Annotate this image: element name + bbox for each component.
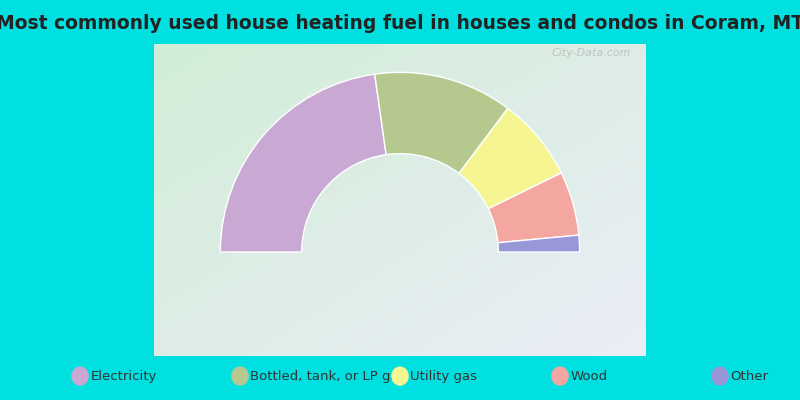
Wedge shape <box>488 173 579 243</box>
Text: City-Data.com: City-Data.com <box>551 48 630 58</box>
Wedge shape <box>374 72 508 173</box>
Text: Bottled, tank, or LP gas: Bottled, tank, or LP gas <box>250 370 406 382</box>
Wedge shape <box>220 74 386 252</box>
Text: Other: Other <box>730 370 768 382</box>
Text: Utility gas: Utility gas <box>410 370 478 382</box>
Text: Most commonly used house heating fuel in houses and condos in Coram, MT: Most commonly used house heating fuel in… <box>0 14 800 33</box>
Ellipse shape <box>231 366 249 386</box>
Ellipse shape <box>391 366 409 386</box>
Ellipse shape <box>711 366 729 386</box>
Ellipse shape <box>71 366 89 386</box>
Wedge shape <box>498 235 580 252</box>
Ellipse shape <box>551 366 569 386</box>
Text: Electricity: Electricity <box>90 370 157 382</box>
Wedge shape <box>459 108 562 209</box>
Text: Wood: Wood <box>570 370 607 382</box>
